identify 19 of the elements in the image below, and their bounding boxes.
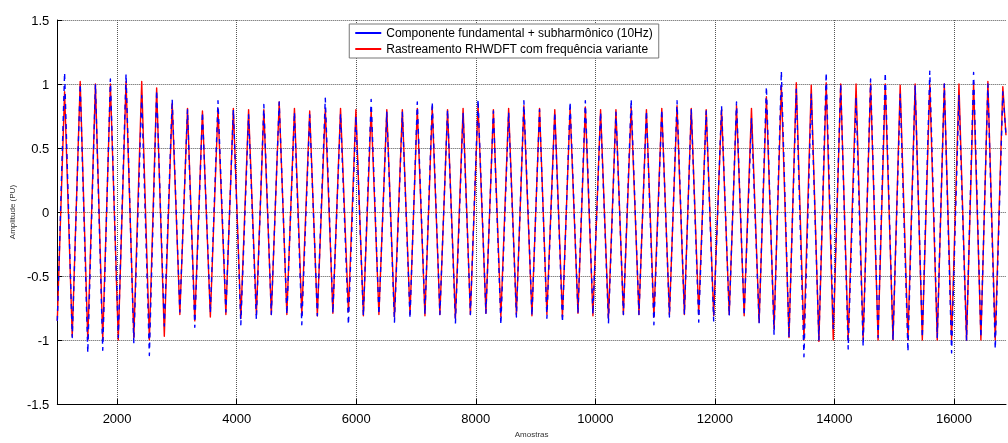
x-tick-label: 2000 xyxy=(102,411,132,427)
y-axis-title: Amplitude (PU) xyxy=(7,184,17,240)
y-tick-label: -1 xyxy=(37,332,50,348)
y-tick-label: 0 xyxy=(42,204,50,220)
legend-label: Rastreamento RHWDFT com frequência variante xyxy=(386,42,649,56)
y-tick-label: 1 xyxy=(42,76,50,92)
y-tick-label: -1.5 xyxy=(26,396,50,412)
x-tick-label: 12000 xyxy=(696,411,733,427)
x-tick-label: 10000 xyxy=(577,411,614,427)
x-tick-label: 16000 xyxy=(935,411,973,427)
y-tick-label: 1.5 xyxy=(31,12,50,28)
x-tick-label: 4000 xyxy=(222,411,252,427)
x-tick-label: 14000 xyxy=(816,411,853,427)
x-tick-label: 6000 xyxy=(341,411,371,427)
x-tick-label: 8000 xyxy=(461,411,491,427)
y-tick-label: -0.5 xyxy=(26,268,50,284)
x-axis-title: Amostras xyxy=(514,429,549,439)
legend-label: Componente fundamental + subharmônico (10Hz) xyxy=(386,26,653,40)
y-tick-label: 0.5 xyxy=(31,140,50,156)
